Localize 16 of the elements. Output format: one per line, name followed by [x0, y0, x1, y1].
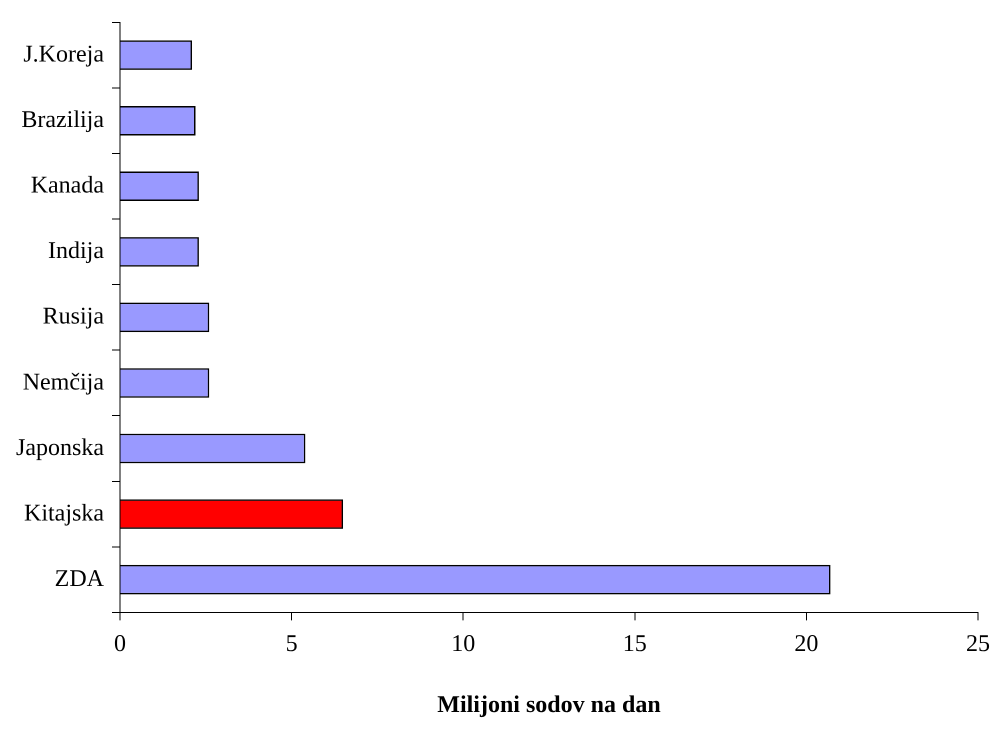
y-tick-label: Kanada — [30, 172, 104, 199]
y-tick-label: Japonska — [16, 434, 104, 461]
x-tick-label: 5 — [286, 631, 298, 658]
y-tick-label: Indija — [48, 238, 104, 264]
y-tick-label: Brazilija — [21, 107, 104, 134]
y-tick-label: Kitajska — [24, 500, 104, 526]
x-tick-label: 15 — [622, 631, 647, 658]
x-tick-label: 20 — [794, 631, 818, 658]
y-tick-label: J.Koreja — [23, 41, 104, 68]
y-tick-label: ZDA — [54, 566, 105, 592]
x-axis-title: Milijoni sodov na dan — [437, 692, 661, 718]
y-tick-label: Nemčija — [22, 369, 104, 396]
x-tick-label: 10 — [451, 631, 476, 658]
y-tick-label: Rusija — [42, 304, 104, 330]
x-tick-label: 0 — [114, 631, 126, 658]
x-tick-label: 25 — [966, 631, 990, 658]
